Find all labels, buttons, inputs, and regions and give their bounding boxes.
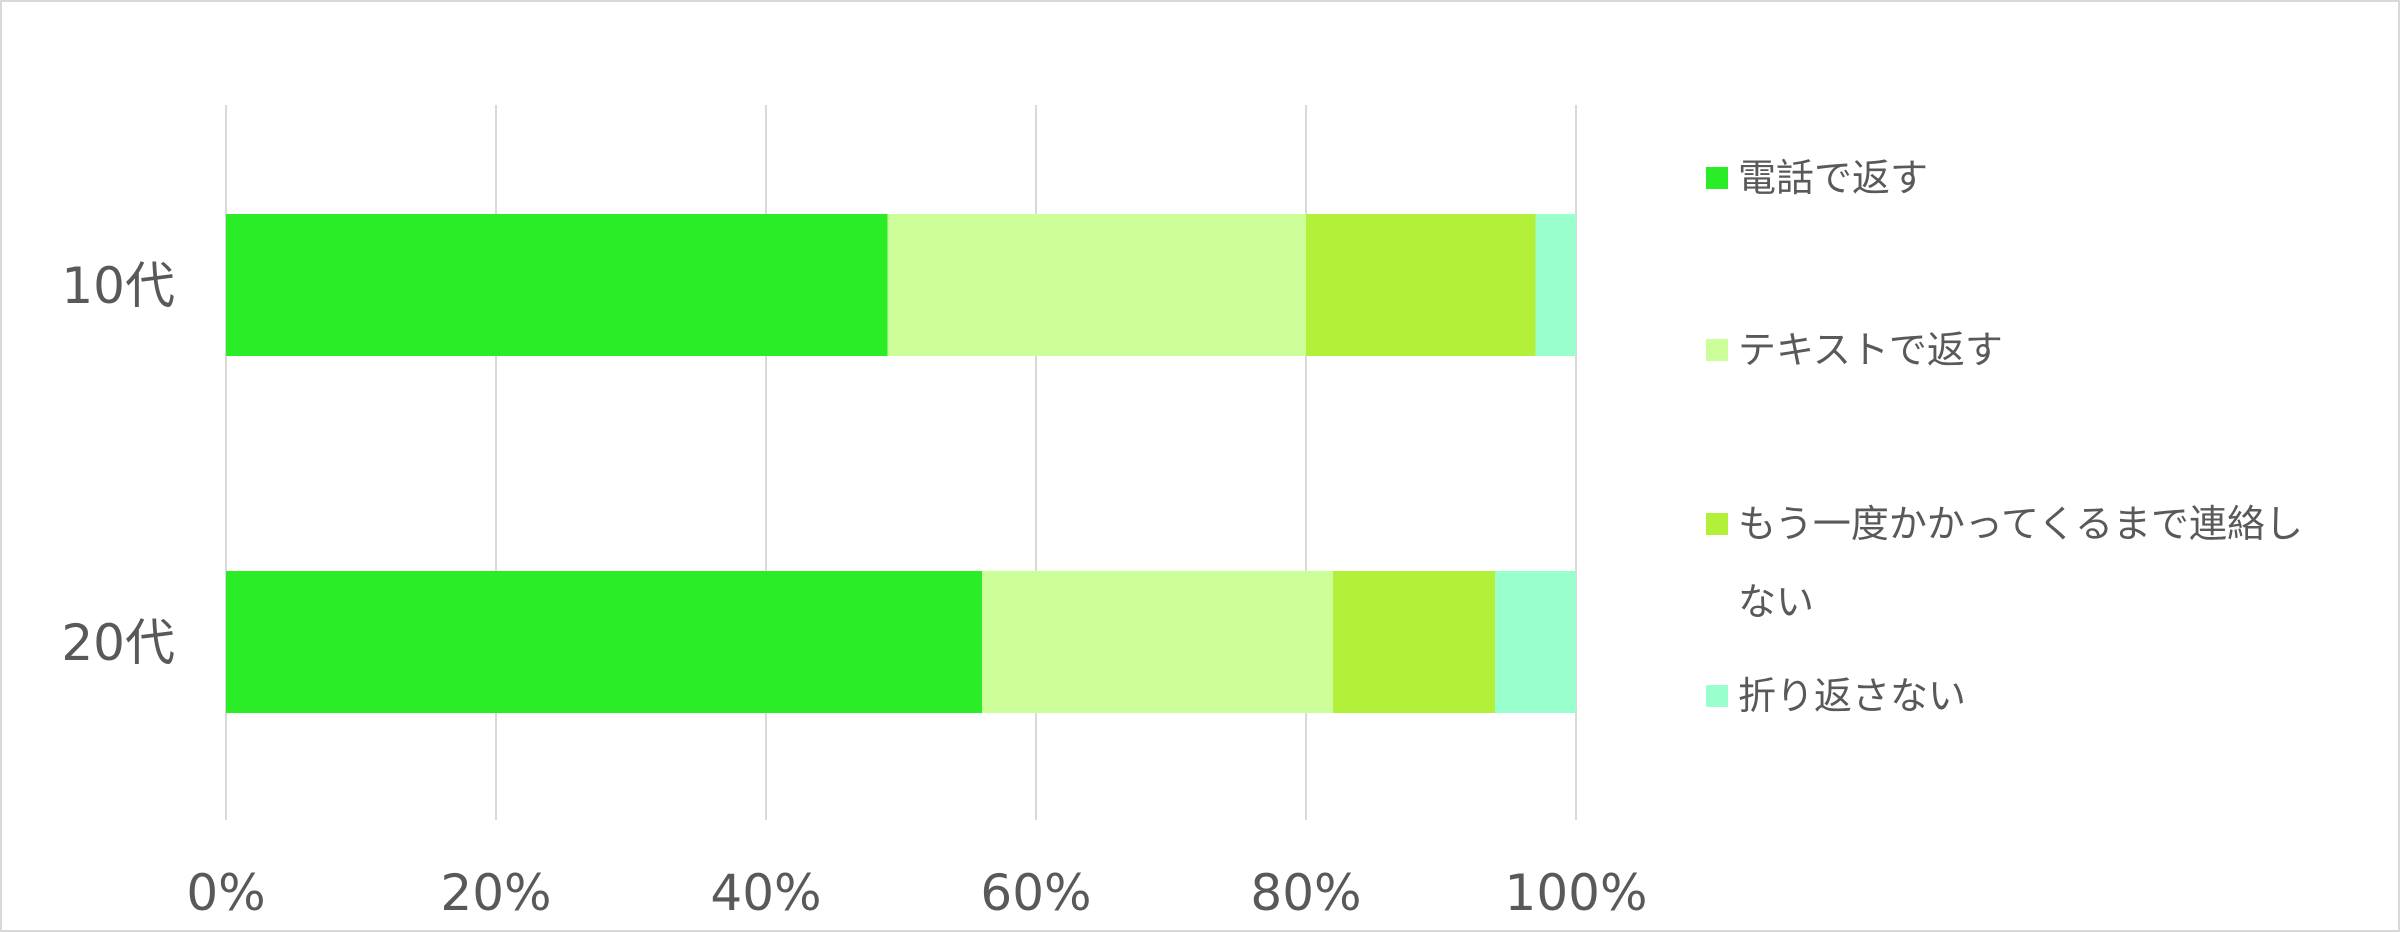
x-tick-label: 60% xyxy=(980,864,1091,922)
bar-segment xyxy=(1495,571,1576,713)
x-tick-label: 20% xyxy=(440,864,551,922)
category-label: 10代 xyxy=(61,257,175,315)
category-label: 20代 xyxy=(61,614,175,672)
legend-label-line: もう一度かかってくるまで連絡し xyxy=(1738,502,2303,546)
bar-segment xyxy=(226,571,982,713)
bar-segment xyxy=(1535,214,1576,356)
legend-label: もう一度かかってくるまで連絡しない xyxy=(1738,502,2303,624)
bar-segment xyxy=(1333,571,1495,713)
bar-segment xyxy=(887,214,1306,356)
legend-swatch xyxy=(1706,339,1728,361)
x-tick-labels: 0% 20% 40% 60% 80% 100% xyxy=(186,864,1647,922)
x-tick-label: 100% xyxy=(1505,864,1648,922)
legend-label: 電話で返す xyxy=(1738,156,1928,200)
legend-label: 折り返さない xyxy=(1738,674,1966,718)
category-labels: 10代 20代 xyxy=(61,257,175,672)
bar-segment xyxy=(1306,214,1536,356)
bar-segment xyxy=(982,571,1333,713)
legend-label: テキストで返す xyxy=(1738,328,2003,372)
x-tick-label: 0% xyxy=(186,864,265,922)
bars xyxy=(226,214,1576,713)
x-tick-label: 80% xyxy=(1250,864,1361,922)
legend-label-line: ない xyxy=(1738,580,1814,624)
legend-swatch xyxy=(1706,167,1728,189)
x-tick-label: 40% xyxy=(710,864,821,922)
bar-segment xyxy=(226,214,888,356)
legend-swatch xyxy=(1706,513,1728,535)
legend-swatch xyxy=(1706,685,1728,707)
